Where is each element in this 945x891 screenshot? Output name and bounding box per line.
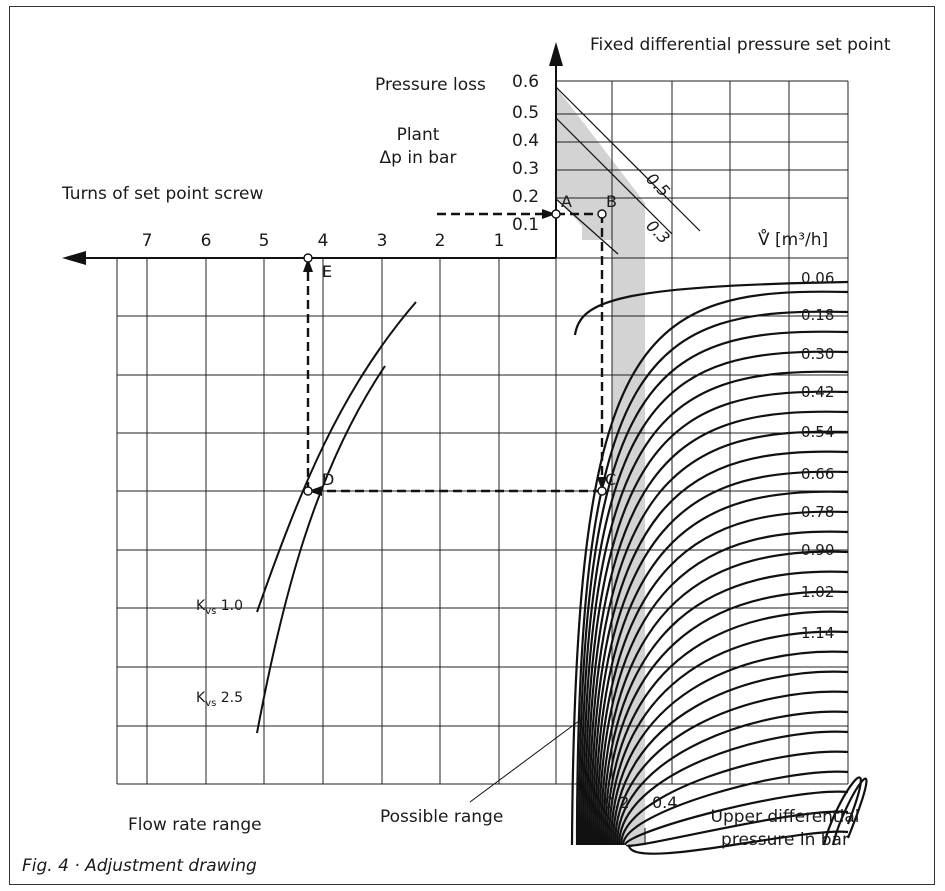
point-e-marker (303, 253, 313, 263)
bottom-tick-0-2: 0.2 (604, 793, 629, 812)
pressure-loss-tick: 0.5 (512, 103, 539, 123)
plant-label: Plant (397, 125, 440, 145)
pressure-loss-label: Pressure loss (375, 75, 486, 95)
bottom-tick-0-4: 0.4 (652, 793, 677, 812)
pressure-loss-tick: 0.2 (512, 187, 539, 207)
turns-tick: 6 (201, 231, 212, 251)
flow-value-labels: 0.06 0.18 0.30 0.42 0.54 0.66 0.78 0.90 1.02 1.14 (801, 269, 834, 642)
turns-tick: 5 (259, 231, 270, 251)
turns-tick: 7 (142, 231, 153, 251)
point-b-marker (597, 209, 607, 219)
point-e-label: E (322, 262, 332, 281)
construction-arrows (303, 209, 607, 496)
point-d-marker (303, 486, 313, 496)
flow-curves (570, 280, 868, 855)
kvs-1-0-curve (256, 301, 417, 613)
flow-value-label: 0.66 (801, 465, 834, 483)
axes (80, 60, 557, 259)
turns-axis-arrow (62, 251, 86, 265)
pressure-loss-ticks: 0.6 0.5 0.4 0.3 0.2 0.1 (512, 72, 539, 235)
possible-range-label: Possible range (380, 807, 503, 827)
kvs-curves (256, 301, 417, 734)
pressure-loss-tick: 0.6 (512, 72, 539, 92)
diag-label-0-3: 0.3 (642, 216, 673, 247)
kvs-2-5-curve (256, 365, 386, 734)
plant-dp-label: Δp in bar (380, 148, 457, 168)
flow-unit-label: V̊ [m³/h] (758, 229, 828, 250)
construction-path (306, 212, 604, 493)
flow-value-label: 0.06 (801, 269, 834, 287)
flow-value-label: 0.42 (801, 383, 834, 401)
turns-tick: 3 (377, 231, 388, 251)
turns-tick: 2 (435, 231, 446, 251)
diagonal-lines (555, 86, 701, 255)
pressure-loss-tick: 0.1 (512, 215, 539, 235)
turns-tick: 4 (318, 231, 329, 251)
flow-value-label: 0.78 (801, 503, 834, 521)
point-a-label: A (561, 192, 572, 211)
pressure-loss-tick: 0.4 (512, 131, 539, 151)
figure-frame (9, 6, 935, 885)
point-b-label: B (606, 192, 617, 211)
pressure-axis-arrow (549, 42, 563, 66)
turns-label: Turns of set point screw (61, 184, 264, 204)
diag-label-0-5: 0.5 (642, 169, 673, 200)
flow-value-label: 0.30 (801, 345, 834, 363)
point-markers (303, 209, 607, 496)
flow-value-label: 1.02 (801, 583, 834, 601)
point-c-marker (597, 486, 607, 496)
upper-dp-label-2: pressure in bar (721, 830, 849, 850)
point-d-label: D (322, 470, 334, 489)
flow-value-label: 1.14 (801, 624, 834, 642)
point-c-label: C (605, 470, 616, 489)
figure-caption: Fig. 4 · Adjustment drawing (22, 856, 257, 876)
upper-dp-label-1: Upper differential (711, 807, 860, 827)
fixed-dp-label: Fixed differential pressure set point (590, 35, 891, 55)
point-a-marker (551, 209, 561, 219)
possible-range-shading (556, 87, 645, 845)
flow-value-label: 0.90 (801, 541, 834, 559)
flow-value-label: 0.18 (801, 306, 834, 324)
turns-tick: 1 (494, 231, 505, 251)
kvs-2-5-label: Kvs 2.5 (196, 690, 243, 709)
pressure-loss-tick: 0.3 (512, 159, 539, 179)
flow-value-label: 0.54 (801, 423, 834, 441)
turns-ticks: 7 6 5 4 3 2 1 (142, 231, 505, 251)
flow-rate-range-label: Flow rate range (128, 815, 262, 835)
kvs-1-0-label: Kvs 1.0 (196, 598, 243, 617)
possible-range-leader (469, 717, 584, 803)
